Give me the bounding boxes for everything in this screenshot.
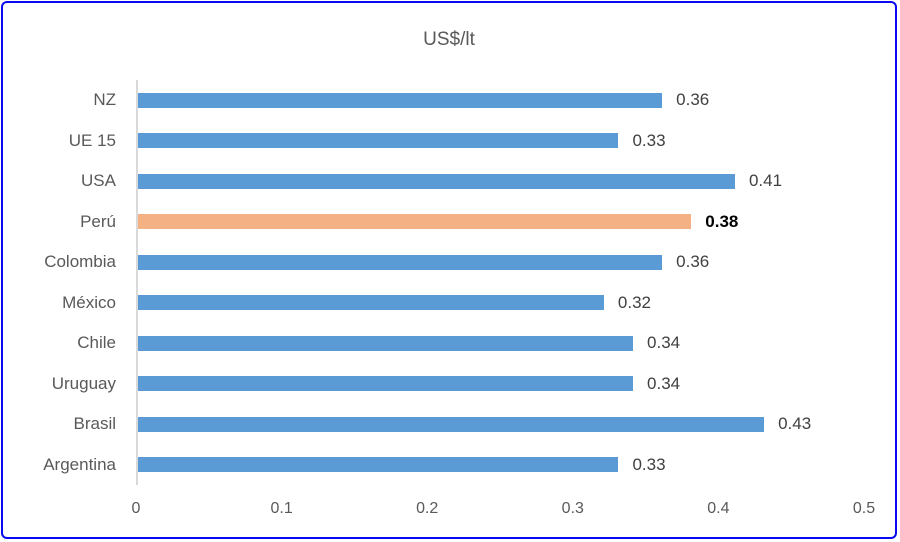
data-label: 0.36 [676,252,710,272]
bar [138,92,663,108]
bar [138,254,663,270]
bar [138,335,634,351]
category-label: Brasil [73,414,116,434]
category-axis-line [136,80,138,485]
bar-highlight [138,214,692,230]
category-label: USA [81,171,116,191]
chart-title: US$/lt [423,29,475,50]
category-label: Uruguay [51,373,116,393]
category-label: Argentina [43,454,116,474]
data-label: 0.34 [647,373,681,393]
category-label: UE 15 [68,130,116,150]
data-label: 0.33 [632,130,666,150]
data-label: 0.34 [647,333,681,353]
bar [138,173,735,189]
x-axis-tick-label: 0 [131,500,141,517]
category-label: Colombia [44,252,116,272]
category-label: NZ [93,90,116,110]
data-label: 0.36 [676,90,710,110]
x-axis-tick-label: 0.4 [707,500,730,517]
data-label: 0.43 [778,414,812,434]
data-label: 0.33 [632,454,666,474]
bar [138,416,765,432]
data-label: 0.41 [748,171,783,191]
x-axis-tick-label: 0.5 [852,500,876,517]
bar [138,376,634,392]
bar [138,133,619,149]
data-label: 0.38 [705,211,739,231]
bar [138,457,619,473]
data-label: 0.32 [617,292,651,312]
x-axis-tick-label: 0.3 [561,500,584,517]
x-axis-tick-label: 0.1 [270,500,293,517]
category-label: Perú [80,211,116,231]
category-label: Chile [77,333,116,353]
x-axis-tick-label: 0.2 [416,500,439,517]
bar [138,295,604,311]
category-label: México [62,292,116,312]
